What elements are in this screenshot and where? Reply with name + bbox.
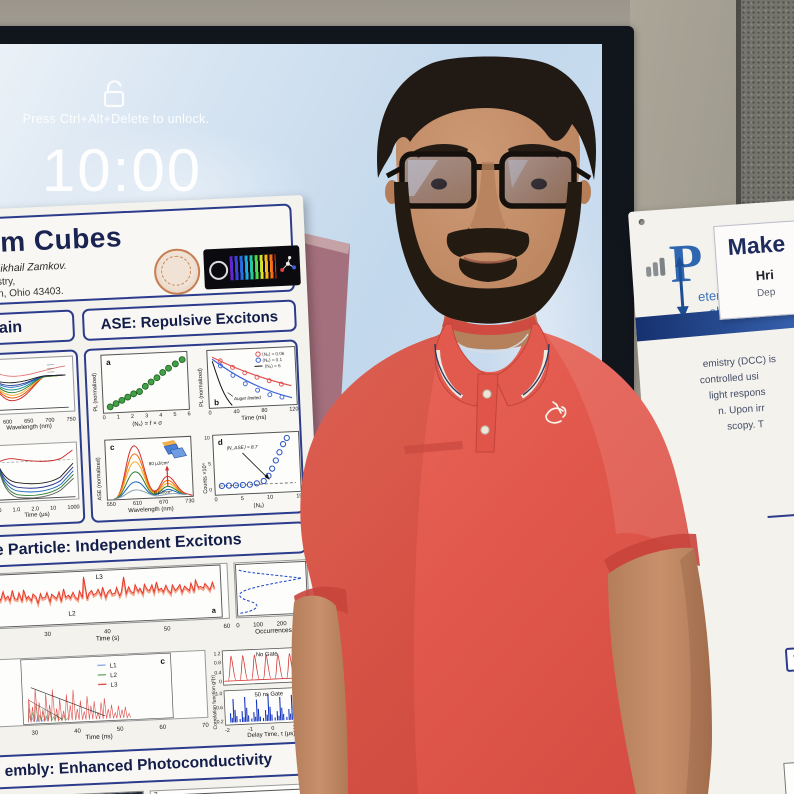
svg-text:c: c bbox=[110, 443, 115, 452]
svg-text:⟨Nₓ⟩ ≈ 0.1: ⟨Nₓ⟩ ≈ 0.1 bbox=[262, 357, 283, 363]
mini-spectra-plot bbox=[783, 756, 794, 794]
lens-reflection bbox=[508, 160, 528, 188]
forearm-shading bbox=[680, 548, 712, 794]
poster-left: um Cubes , Mikhail Zamkov. mistry, een, … bbox=[0, 194, 333, 794]
molecule-icon bbox=[280, 256, 297, 272]
logo-arrow-icon bbox=[674, 256, 689, 319]
svg-text:c: c bbox=[160, 657, 165, 666]
svg-text:Auger limited: Auger limited bbox=[233, 395, 261, 401]
svg-text:80 μJ/cm²: 80 μJ/cm² bbox=[149, 460, 170, 466]
clock-time: 10:00 bbox=[41, 137, 203, 204]
svg-text:b: b bbox=[214, 398, 219, 407]
shirt-button bbox=[480, 425, 490, 435]
svg-text:⟨N_ASE⟩ ≈ 8.7: ⟨N_ASE⟩ ≈ 8.7 bbox=[226, 444, 258, 451]
svg-text:L2: L2 bbox=[110, 672, 118, 679]
svg-text:a: a bbox=[212, 606, 217, 615]
svg-text:L3: L3 bbox=[95, 574, 103, 581]
svg-text:L1: L1 bbox=[110, 662, 118, 669]
occurrence-histogram: b 0100200300 Occurrences bbox=[233, 559, 310, 636]
lab-spectrum-banner bbox=[203, 245, 301, 290]
svg-text:⟨Nₓ⟩ ≈ 6: ⟨Nₓ⟩ ≈ 6 bbox=[264, 363, 281, 369]
wall-right bbox=[630, 0, 740, 240]
right-forearm bbox=[608, 547, 712, 794]
svg-text:L3: L3 bbox=[110, 681, 118, 688]
pocket-seam bbox=[404, 441, 463, 454]
nose bbox=[470, 162, 506, 233]
lifetime-spikes-chart: L1 L2 L3 c 203040506070 Time (ns) bbox=[0, 649, 209, 746]
polo-shirt bbox=[300, 326, 704, 794]
polo-player-logo bbox=[545, 401, 567, 424]
peterson-lab-logo: P eterson ab bbox=[642, 232, 748, 331]
glasses bbox=[385, 151, 592, 209]
svg-text:6 μJ/cm²: 6 μJ/cm² bbox=[154, 489, 172, 495]
collar-trim-navy bbox=[522, 343, 550, 396]
gain-spectra-chart: 550600650700750 Wavelength (nm) bbox=[0, 355, 76, 433]
collar-trim-navy bbox=[434, 343, 462, 396]
lips bbox=[463, 256, 513, 264]
lens-reflection bbox=[408, 160, 438, 196]
mustache bbox=[446, 228, 530, 257]
chin-beard bbox=[458, 258, 518, 282]
svg-text:No Gate: No Gate bbox=[256, 651, 278, 658]
panel-b-pl-decay: PL (normalized) ⟨Nₓ⟩ ≈ 0.06 bbox=[194, 344, 302, 431]
lock-icon bbox=[103, 80, 125, 108]
nanocube-inset bbox=[161, 440, 187, 459]
shirt-button bbox=[482, 389, 492, 399]
unlock-message: Press Ctrl+Alt+Delete to unlock. bbox=[22, 112, 210, 126]
beard bbox=[394, 182, 582, 324]
poster-left-header: um Cubes , Mikhail Zamkov. mistry, een, … bbox=[0, 203, 301, 307]
hair bbox=[377, 56, 597, 180]
left-forearm bbox=[291, 595, 348, 794]
svg-text:d: d bbox=[218, 438, 223, 447]
gain-charts-box: 550600650700750 Wavelength (nm) 20100-10 bbox=[0, 349, 86, 528]
placket bbox=[475, 373, 499, 453]
svg-text:⟨Nₓ⟩ ≈ 0.06: ⟨Nₓ⟩ ≈ 0.06 bbox=[262, 351, 285, 357]
neck bbox=[440, 290, 542, 350]
panel-c-ase-spectra: ASE (normalized) bbox=[92, 434, 198, 523]
collar-back bbox=[442, 316, 538, 335]
svg-text:L2: L2 bbox=[68, 610, 76, 617]
panel-d-counts-threshold: Counts ×10⁴ 10 5 0 ⟨N_ASE⟩ ≈ 8.7 d 0 5 10 15 bbox=[198, 429, 306, 518]
intensity-trace-chart: L3 L2 a 2030405060 Time (s) bbox=[0, 562, 231, 648]
shirt-highlight bbox=[545, 333, 692, 566]
svg-text:a: a bbox=[106, 358, 111, 367]
poster-right: P eterson ab Make Hri Dep emistry (DCC) … bbox=[628, 197, 794, 794]
svg-text:50 ns Gate: 50 ns Gate bbox=[255, 691, 284, 698]
